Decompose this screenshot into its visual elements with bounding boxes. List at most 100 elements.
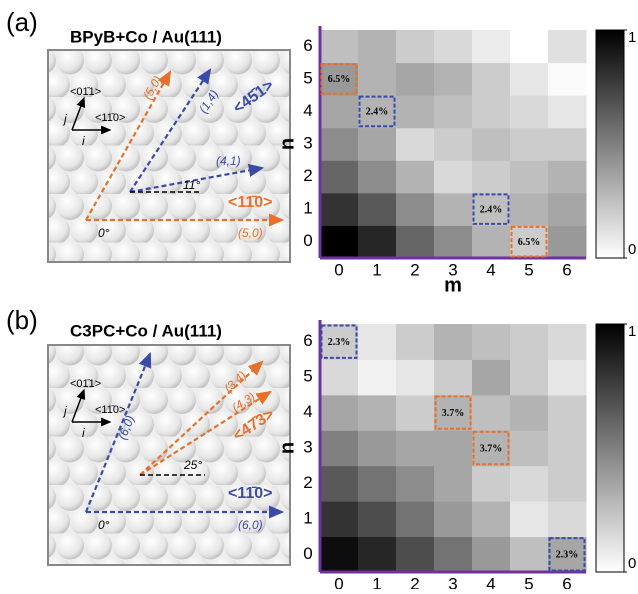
axis-i: i <box>82 426 85 440</box>
y-tick-label: 2 <box>303 473 312 492</box>
y-tick-label: 4 <box>303 402 312 421</box>
y-tick-label: 3 <box>303 437 312 456</box>
heatmap-cell <box>320 30 359 64</box>
heatmap-cell <box>358 62 397 96</box>
heatmap-cell <box>548 127 587 161</box>
heatmap-cell <box>472 95 511 129</box>
heatmap-cell <box>358 192 397 226</box>
heatmap-cell <box>434 192 473 226</box>
heatmap-cell <box>472 394 511 431</box>
heatmap-cell <box>434 536 473 573</box>
heatmap-cell <box>510 225 549 259</box>
heatmap-cell <box>510 30 549 64</box>
heatmap-cell <box>510 192 549 226</box>
heatmap-cell <box>396 62 435 96</box>
vectors <box>84 351 285 519</box>
y-tick-label: 0 <box>303 231 312 250</box>
annotation-box <box>358 95 396 128</box>
x-tick-label: 5 <box>524 574 533 589</box>
angle-label: 25° <box>183 458 202 472</box>
heatmap-cell <box>510 95 549 129</box>
panel-label: (b) <box>6 305 38 335</box>
heatmap-cell <box>320 160 359 194</box>
heatmap-cell <box>472 192 511 226</box>
heatmap-cell <box>548 30 587 64</box>
x-tick-label: 1 <box>372 574 381 589</box>
heatmap-cell <box>548 160 587 194</box>
annotation-label: 6.5% <box>328 74 351 85</box>
heatmap-cell <box>396 95 435 129</box>
heatmap-cell <box>358 127 397 161</box>
heatmap-cell <box>396 430 435 467</box>
vector-label: (5,0) <box>238 226 263 240</box>
heatmap-cell <box>396 30 435 64</box>
heatmap-cell <box>548 62 587 96</box>
axis-i: i <box>82 134 85 148</box>
direction-label: <11̄0> <box>228 485 273 502</box>
annotation-label: 2.4% <box>480 204 503 215</box>
heatmap-cell <box>434 394 473 431</box>
annotation-box <box>472 430 510 466</box>
heatmap-cell <box>548 430 587 467</box>
vectors <box>85 68 285 227</box>
direction-label: <11̄0> <box>95 404 125 416</box>
heatmap-cell <box>510 430 549 467</box>
annotation-label: 2.4% <box>366 107 389 118</box>
y-tick-label: 0 <box>303 544 312 563</box>
heatmap-cell <box>472 465 511 502</box>
heatmap-cell <box>510 394 549 431</box>
colorbar-tick-label: 0 <box>628 555 636 572</box>
x-tick-label: 0 <box>334 260 343 279</box>
heatmap-cell <box>548 501 587 538</box>
heatmap-cell <box>320 95 359 129</box>
heatmap-cell <box>320 501 359 538</box>
heatmap-cell <box>358 465 397 502</box>
heatmap-cell <box>320 225 359 259</box>
heatmap-cell <box>472 536 511 573</box>
heatmap-cell <box>434 430 473 467</box>
heatmap-cell <box>472 324 511 360</box>
heatmap-cell <box>434 30 473 64</box>
axes-icon <box>71 388 112 427</box>
annotation-label: 2.3% <box>556 550 579 561</box>
angle-label: 11° <box>183 178 200 192</box>
heatmap-cell <box>548 536 587 573</box>
colorbar-tick-label: 1 <box>628 29 636 46</box>
annotation-box <box>510 225 548 258</box>
y-axis-label: n <box>276 138 298 150</box>
vector-label: (6,0) <box>238 518 263 532</box>
heatmap-cell <box>434 225 473 259</box>
heatmap-cell <box>510 359 549 396</box>
heatmap-cell <box>358 501 397 538</box>
x-tick-label: 2 <box>410 574 419 589</box>
diagram-title: C3PC+Co / Au(111) <box>70 321 222 340</box>
heatmap-cell <box>548 95 587 129</box>
heatmap-cell <box>320 62 359 96</box>
colorbar-tick-label: 1 <box>628 323 636 340</box>
annotation-label: 6.5% <box>518 237 541 248</box>
heatmap-cell <box>548 192 587 226</box>
direction-label: <01̄1> <box>70 86 101 98</box>
heatmap-cell <box>320 192 359 226</box>
heatmap-cell <box>472 160 511 194</box>
annotation-label: 3.7% <box>480 443 503 454</box>
annotation-label: 2.3% <box>328 337 351 348</box>
heatmap-cell <box>434 465 473 502</box>
lattice <box>47 344 291 566</box>
annotation-box <box>320 324 358 359</box>
panel-label: (a) <box>6 7 38 37</box>
x-tick-label: 3 <box>448 574 457 589</box>
y-tick-label: 6 <box>303 331 312 350</box>
x-tick-label: 6 <box>562 260 571 279</box>
heatmap-cell <box>472 62 511 96</box>
diagram-title: BPyB+Co / Au(111) <box>70 27 222 46</box>
heatmap-cell <box>358 95 397 129</box>
x-tick-label: 6 <box>562 574 571 589</box>
heatmap-cell <box>472 430 511 467</box>
heatmap-cell <box>434 501 473 538</box>
heatmap-cell <box>358 536 397 573</box>
heatmap-cell <box>396 536 435 573</box>
heatmap-cell <box>396 127 435 161</box>
annotation-box <box>320 63 358 95</box>
heatmap-cell <box>510 324 549 360</box>
